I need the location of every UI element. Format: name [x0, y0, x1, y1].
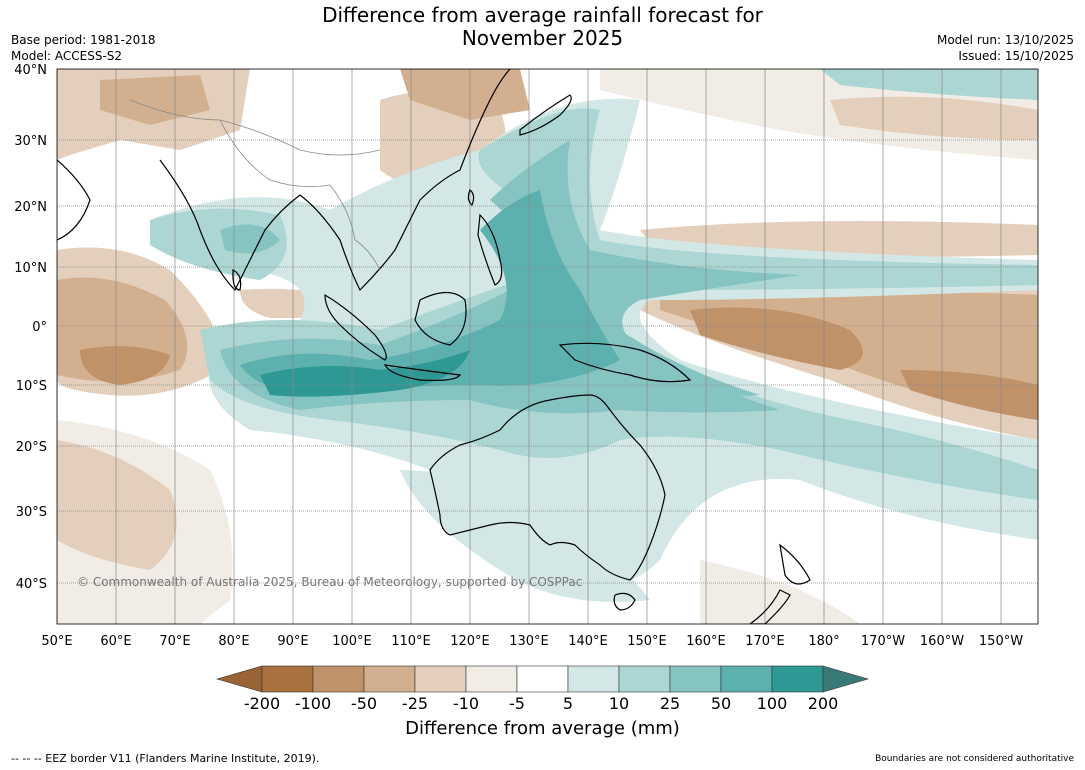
- legend-swatch: [720, 665, 773, 693]
- legend-swatch: [414, 665, 467, 693]
- map-border: [56, 68, 1039, 625]
- lat-label: 0°: [32, 320, 47, 335]
- latitude-labels: 40°N 30°N 20°N 10°N 0° 10°S 20°S 30°S 40…: [14, 63, 47, 592]
- lon-label: 160°W: [920, 634, 964, 649]
- graticule: [57, 69, 1038, 624]
- legend-tick-label: -50: [351, 694, 377, 713]
- lon-label: 60°E: [100, 634, 131, 649]
- lon-label: 180°: [808, 634, 839, 649]
- taiwan-coast: [467, 189, 475, 206]
- dry-anomaly-areas: [57, 69, 1038, 624]
- lat-label: 20°S: [16, 440, 47, 455]
- model-run: Model run: 13/10/2025: [936, 33, 1074, 47]
- lat-label: 30°N: [14, 134, 47, 149]
- title-line-1: Difference from average rainfall forecas…: [322, 3, 763, 27]
- coastlines: [57, 69, 811, 624]
- legend-swatch: [771, 665, 824, 693]
- map-frame: [57, 69, 1038, 624]
- meta-right: Model run: 13/10/2025 Issued: 15/10/2025: [937, 32, 1074, 64]
- sumatra-coast: [324, 293, 387, 361]
- legend-tick-label: 25: [660, 694, 680, 713]
- lon-label: 100°E: [332, 634, 372, 649]
- legend-swatch: [618, 665, 671, 693]
- boundary-disclaimer: Boundaries are not considered authoritat…: [875, 754, 1074, 764]
- legend-swatch: [516, 665, 569, 693]
- issued-date: Issued: 15/10/2025: [958, 49, 1074, 63]
- lat-label: 40°N: [14, 63, 47, 78]
- lon-label: 120°E: [450, 634, 490, 649]
- lon-label: 70°E: [159, 634, 190, 649]
- wet-anomaly-areas: [150, 69, 1038, 602]
- eez-note: -- -- -- EEZ border V11 (Flanders Marine…: [11, 752, 320, 765]
- lon-label: 170°E: [745, 634, 785, 649]
- lon-label: 110°E: [391, 634, 431, 649]
- legend-swatch: [363, 665, 416, 693]
- legend-tick-label: 10: [609, 694, 629, 713]
- legend-tick-label: -5: [509, 694, 525, 713]
- asia-coast: [299, 69, 511, 292]
- new-zealand-coast: [748, 543, 811, 624]
- lon-label: 50°E: [41, 634, 72, 649]
- longitude-labels: 50°E 60°E 70°E 80°E 90°E 100°E 110°E 120…: [41, 634, 1023, 649]
- model-name: Model: ACCESS-S2: [11, 49, 123, 63]
- lat-label: 10°N: [14, 261, 47, 276]
- lon-label: 150°E: [627, 634, 667, 649]
- legend-title: Difference from average (mm): [405, 718, 680, 739]
- legend-swatch: [465, 665, 518, 693]
- legend-tick-label: -10: [453, 694, 479, 713]
- title-line-2: November 2025: [461, 26, 624, 50]
- india-coast: [159, 159, 301, 292]
- lon-label: 90°E: [277, 634, 308, 649]
- legend-swatch: [567, 665, 620, 693]
- legend-tick-label: -25: [402, 694, 428, 713]
- tasmania-coast: [613, 592, 636, 611]
- sri-lanka-coast: [232, 269, 242, 291]
- legend-swatch: [312, 665, 365, 693]
- lat-label: 10°S: [16, 379, 47, 394]
- lat-label: 40°S: [16, 577, 47, 592]
- legend-arrow-low: [215, 665, 263, 693]
- legend-colorbar: [215, 665, 870, 693]
- map-title: Difference from average rainfall forecas…: [0, 4, 1085, 50]
- legend-tick-label: -200: [244, 694, 280, 713]
- lon-label: 140°E: [568, 634, 608, 649]
- legend-tick-label: 50: [711, 694, 731, 713]
- copyright-notice: © Commonwealth of Australia 2025, Bureau…: [77, 575, 582, 589]
- philippines-coast: [477, 213, 503, 286]
- borneo-coast: [414, 291, 467, 346]
- arabia-coast: [57, 159, 91, 241]
- legend-arrow-high: [822, 665, 870, 693]
- lon-label: 160°E: [686, 634, 726, 649]
- lat-label: 20°N: [14, 200, 47, 215]
- australia-coast: [429, 394, 666, 581]
- base-period: Base period: 1981-2018: [11, 33, 156, 47]
- country-borders: [129, 99, 381, 271]
- legend-swatch: [261, 665, 314, 693]
- legend-swatch: [669, 665, 722, 693]
- meta-left: Base period: 1981-2018 Model: ACCESS-S2: [11, 32, 156, 64]
- japan-coast: [519, 94, 572, 136]
- new-guinea-coast: [558, 342, 692, 383]
- lon-label: 170°W: [861, 634, 905, 649]
- legend-tick-label: -100: [295, 694, 331, 713]
- legend-tick-labels: -200 -100 -50 -25 -10 -5 5 10 25 50 100 200: [244, 694, 838, 713]
- legend-tick-label: 5: [563, 694, 573, 713]
- lon-label: 80°E: [218, 634, 249, 649]
- java-coast: [383, 364, 462, 382]
- lon-label: 150°W: [979, 634, 1023, 649]
- lat-label: 30°S: [16, 505, 47, 520]
- legend-tick-label: 200: [808, 694, 839, 713]
- lon-label: 130°E: [509, 634, 549, 649]
- legend-tick-label: 100: [757, 694, 788, 713]
